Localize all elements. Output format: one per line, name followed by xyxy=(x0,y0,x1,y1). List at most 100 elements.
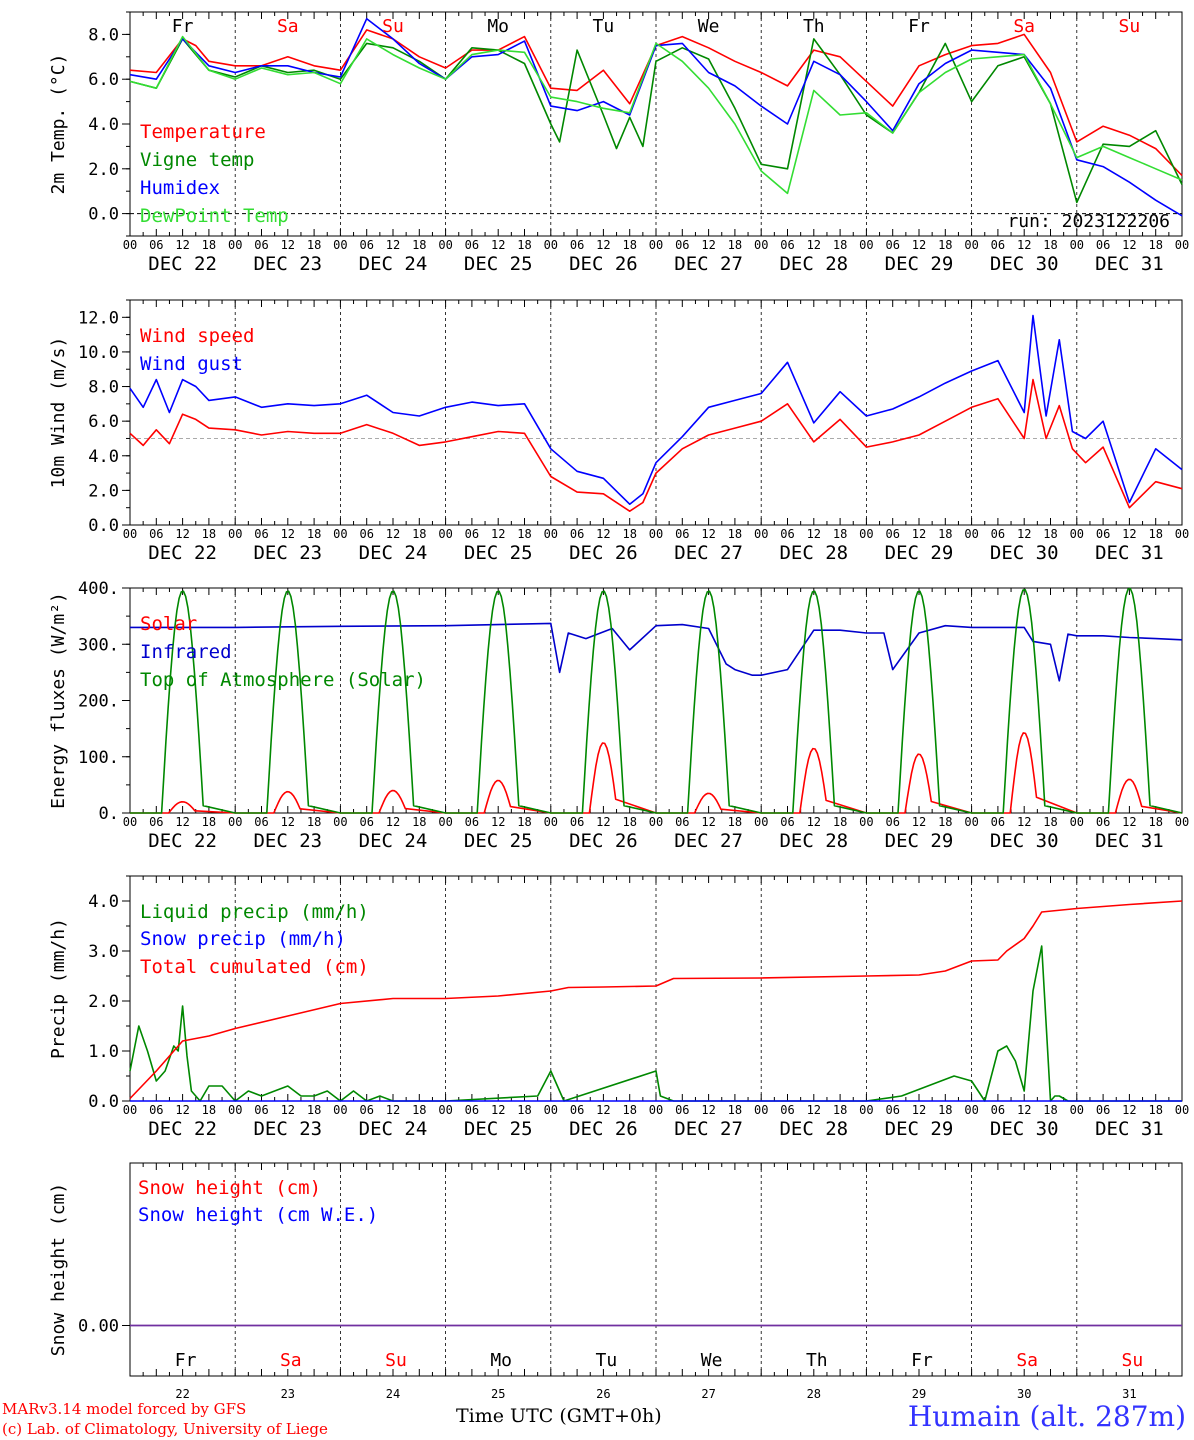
x-tick-label: 18 xyxy=(1148,238,1162,252)
weekday-label-top: Th xyxy=(803,16,825,37)
date-label: DEC 22 xyxy=(148,542,217,564)
weekday-label-top: Sa xyxy=(1013,16,1035,37)
x-tick-label: 00 xyxy=(649,815,663,829)
x-tick-label: 12 xyxy=(1122,238,1136,252)
x-tick-label: 18 xyxy=(728,815,742,829)
y-tick-label: 2.0 xyxy=(88,160,119,180)
x-tick-label: 12 xyxy=(807,815,821,829)
lab-credit: (c) Lab. of Climatology, University of L… xyxy=(2,1420,328,1438)
x-tick-label: 12 xyxy=(1017,815,1031,829)
day-number: 27 xyxy=(701,1387,715,1401)
x-tick-label: 12 xyxy=(386,815,400,829)
weekday-label-bottom: Su xyxy=(385,1350,407,1371)
date-label: DEC 29 xyxy=(885,830,954,852)
x-tick-label: 18 xyxy=(1043,238,1057,252)
x-tick-label: 00 xyxy=(1070,815,1084,829)
x-tick-label: 00 xyxy=(228,815,242,829)
weekday-label-bottom: Sa xyxy=(1016,1350,1038,1371)
x-tick-label: 18 xyxy=(938,815,952,829)
y-tick-label: 0.0 xyxy=(88,205,119,225)
day-number: 29 xyxy=(912,1387,926,1401)
x-tick-label: 00 xyxy=(1175,1103,1189,1117)
x-tick-label: 00 xyxy=(964,527,978,541)
x-tick-label: 06 xyxy=(885,238,899,252)
x-tick-label: 00 xyxy=(754,1103,768,1117)
day-number: 24 xyxy=(386,1387,400,1401)
x-tick-label: 06 xyxy=(465,815,479,829)
x-tick-label: 18 xyxy=(412,1103,426,1117)
x-tick-label: 12 xyxy=(386,238,400,252)
date-label: DEC 29 xyxy=(885,253,954,275)
x-tick-label: 00 xyxy=(964,238,978,252)
y-tick-label: 2.0 xyxy=(88,992,119,1012)
x-tick-label: 06 xyxy=(780,238,794,252)
day-number: 28 xyxy=(807,1387,821,1401)
x-tick-label: 06 xyxy=(885,1103,899,1117)
x-tick-label: 00 xyxy=(228,1103,242,1117)
x-tick-label: 00 xyxy=(1175,815,1189,829)
x-tick-label: 12 xyxy=(701,1103,715,1117)
date-label: DEC 30 xyxy=(990,253,1059,275)
x-tick-label: 18 xyxy=(1043,1103,1057,1117)
x-tick-label: 18 xyxy=(622,815,636,829)
x-tick-label: 06 xyxy=(675,527,689,541)
x-tick-label: 06 xyxy=(991,1103,1005,1117)
x-tick-label: 06 xyxy=(885,527,899,541)
x-tick-label: 00 xyxy=(438,1103,452,1117)
date-label: DEC 24 xyxy=(359,253,428,275)
y-tick-label: 300. xyxy=(78,635,119,655)
legend-entry: Total cumulated (cm) xyxy=(140,956,369,978)
weekday-label-bottom: Mo xyxy=(490,1350,512,1371)
x-tick-label: 12 xyxy=(807,527,821,541)
y-tick-label: 6.0 xyxy=(88,70,119,90)
x-tick-label: 00 xyxy=(123,1103,137,1117)
series-line-wind-speed xyxy=(129,378,1183,513)
x-tick-label: 18 xyxy=(202,527,216,541)
date-label: DEC 29 xyxy=(885,1118,954,1140)
x-tick-label: 06 xyxy=(1096,1103,1110,1117)
x-tick-label: 06 xyxy=(254,815,268,829)
y-tick-label: 12.0 xyxy=(78,308,119,328)
weekday-label-top: Fr xyxy=(172,16,194,37)
x-tick-label: 12 xyxy=(281,238,295,252)
date-label: DEC 22 xyxy=(148,830,217,852)
x-tick-label: 06 xyxy=(570,815,584,829)
day-number: 31 xyxy=(1122,1387,1136,1401)
date-label: DEC 23 xyxy=(253,253,322,275)
x-tick-label: 18 xyxy=(938,1103,952,1117)
x-tick-label: 06 xyxy=(1096,527,1110,541)
x-tick-label: 12 xyxy=(175,1103,189,1117)
x-tick-label: 00 xyxy=(333,238,347,252)
x-tick-label: 06 xyxy=(570,527,584,541)
x-tick-label: 00 xyxy=(544,1103,558,1117)
series-line-vigne-temp xyxy=(129,38,1183,204)
x-tick-label: 00 xyxy=(1070,527,1084,541)
x-tick-label: 06 xyxy=(675,1103,689,1117)
date-label: DEC 23 xyxy=(253,1118,322,1140)
x-axis-title: Time UTC (GMT+0h) xyxy=(456,1405,662,1427)
date-label: DEC 25 xyxy=(464,253,533,275)
station-name: Humain (alt. 287m) xyxy=(907,1400,1186,1433)
x-tick-label: 18 xyxy=(517,1103,531,1117)
date-label: DEC 31 xyxy=(1095,830,1164,852)
x-tick-label: 00 xyxy=(333,815,347,829)
day-number: 30 xyxy=(1017,1387,1031,1401)
x-tick-label: 18 xyxy=(202,238,216,252)
x-tick-label: 18 xyxy=(728,1103,742,1117)
x-tick-label: 06 xyxy=(675,238,689,252)
x-tick-label: 18 xyxy=(517,527,531,541)
x-tick-label: 12 xyxy=(701,815,715,829)
weekday-label-bottom: Sa xyxy=(280,1350,302,1371)
x-tick-label: 12 xyxy=(912,1103,926,1117)
x-tick-label: 18 xyxy=(412,527,426,541)
x-tick-label: 00 xyxy=(544,238,558,252)
date-label: DEC 22 xyxy=(148,1118,217,1140)
y-tick-label: 0.00 xyxy=(78,1317,119,1337)
date-label: DEC 31 xyxy=(1095,253,1164,275)
x-tick-label: 12 xyxy=(912,238,926,252)
date-label: DEC 28 xyxy=(779,542,848,564)
x-tick-label: 06 xyxy=(359,1103,373,1117)
x-tick-label: 06 xyxy=(675,815,689,829)
y-tick-label: 0. xyxy=(99,804,119,824)
x-tick-label: 12 xyxy=(386,1103,400,1117)
